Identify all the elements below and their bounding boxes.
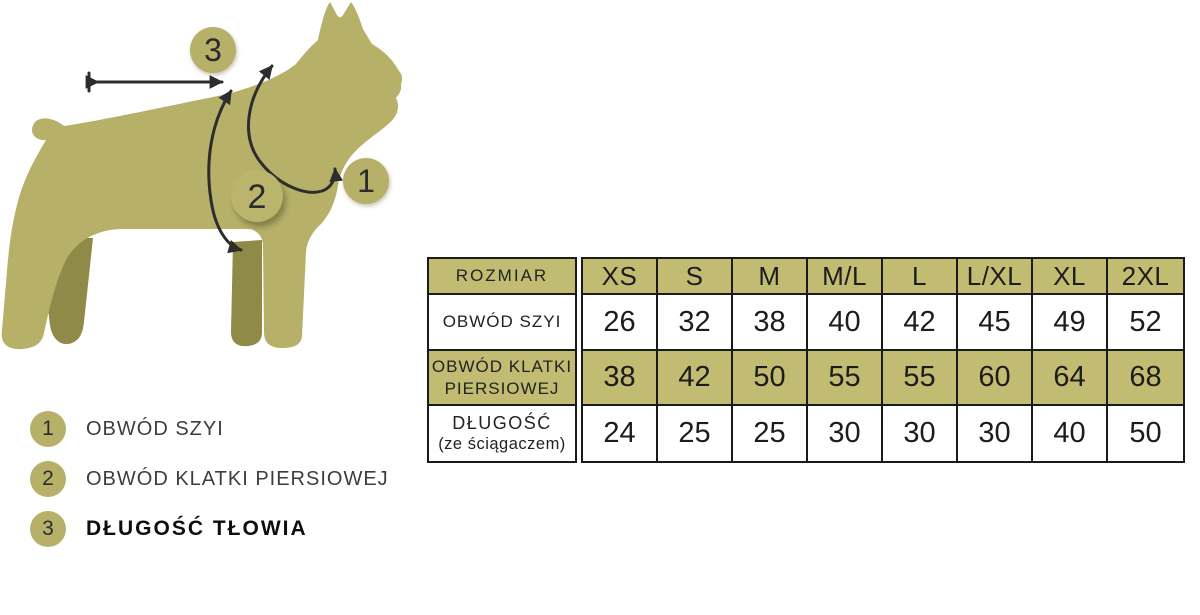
size-header: L bbox=[883, 259, 958, 295]
marker-1-number: 1 bbox=[357, 163, 375, 199]
table-cell: 38 bbox=[733, 295, 808, 351]
row-label-chest: OBWÓD KLATKI PIERSIOWEJ bbox=[429, 351, 575, 406]
marker-3-number: 3 bbox=[204, 32, 222, 68]
legend-item-neck: 1 OBWÓD SZYI bbox=[30, 411, 389, 447]
marker-badge-2: 2 bbox=[231, 170, 283, 222]
size-header: M bbox=[733, 259, 808, 295]
table-cell: 42 bbox=[658, 351, 733, 406]
dog-measurement-diagram: 3 1 2 bbox=[1, 2, 403, 350]
legend-label: DŁUGOŚĆ TŁOWIA bbox=[86, 517, 308, 540]
size-table-data-grid: XS S M M/L L L/XL XL 2XL 26 32 38 40 42 … bbox=[581, 257, 1185, 463]
table-cell: 60 bbox=[958, 351, 1033, 406]
size-header: S bbox=[658, 259, 733, 295]
marker-badge-1: 1 bbox=[343, 158, 389, 204]
table-cell: 42 bbox=[883, 295, 958, 351]
table-cell: 55 bbox=[883, 351, 958, 406]
marker-2-number: 2 bbox=[248, 178, 267, 216]
table-cell: 25 bbox=[733, 406, 808, 461]
neck-measure-arrow bbox=[247, 64, 344, 194]
table-cell: 49 bbox=[1033, 295, 1108, 351]
table-cell: 40 bbox=[1033, 406, 1108, 461]
table-cell: 30 bbox=[883, 406, 958, 461]
table-cell: 45 bbox=[958, 295, 1033, 351]
table-cell: 26 bbox=[583, 295, 658, 351]
dog-far-legs bbox=[47, 230, 262, 347]
table-cell: 64 bbox=[1033, 351, 1108, 406]
table-cell: 25 bbox=[658, 406, 733, 461]
legend-number-badge: 1 bbox=[30, 411, 66, 447]
legend-number-badge: 3 bbox=[30, 511, 66, 547]
table-cell: 30 bbox=[958, 406, 1033, 461]
table-cell: 32 bbox=[658, 295, 733, 351]
size-header: XS bbox=[583, 259, 658, 295]
table-corner-header: ROZMIAR bbox=[429, 259, 575, 295]
size-table-label-column: ROZMIAR OBWÓD SZYI OBWÓD KLATKI PIERSIOW… bbox=[427, 257, 577, 463]
table-cell: 24 bbox=[583, 406, 658, 461]
chest-measure-arrow bbox=[207, 89, 243, 254]
table-cell: 30 bbox=[808, 406, 883, 461]
legend-item-chest: 2 OBWÓD KLATKI PIERSIOWEJ bbox=[30, 461, 389, 497]
row-label-neck: OBWÓD SZYI bbox=[429, 295, 575, 351]
row-label-length: DŁUGOŚĆ (ze ściągaczem) bbox=[438, 412, 566, 454]
table-cell: 68 bbox=[1108, 351, 1183, 406]
size-header: 2XL bbox=[1108, 259, 1183, 295]
legend-number-badge: 2 bbox=[30, 461, 66, 497]
length-measure-arrow bbox=[85, 71, 224, 93]
size-header: XL bbox=[1033, 259, 1108, 295]
table-cell: 50 bbox=[1129, 417, 1162, 449]
size-header: L/XL bbox=[958, 259, 1033, 295]
corner-header-text: ROZMIAR bbox=[455, 266, 549, 286]
marker-badge-3: 3 bbox=[190, 27, 236, 73]
legend-item-length: 3 DŁUGOŚĆ TŁOWIA bbox=[30, 511, 389, 547]
size-table: ROZMIAR OBWÓD SZYI OBWÓD KLATKI PIERSIOW… bbox=[427, 257, 1185, 463]
table-cell: 50 bbox=[733, 351, 808, 406]
table-cell: 52 bbox=[1108, 295, 1183, 351]
legend-label: OBWÓD KLATKI PIERSIOWEJ bbox=[86, 467, 389, 490]
table-cell: 40 bbox=[808, 295, 883, 351]
legend-label: OBWÓD SZYI bbox=[86, 417, 224, 440]
table-cell: 55 bbox=[808, 351, 883, 406]
measurement-legend: 1 OBWÓD SZYI 2 OBWÓD KLATKI PIERSIOWEJ 3… bbox=[30, 411, 389, 547]
size-header: M/L bbox=[808, 259, 883, 295]
table-cell: 38 bbox=[583, 351, 658, 406]
